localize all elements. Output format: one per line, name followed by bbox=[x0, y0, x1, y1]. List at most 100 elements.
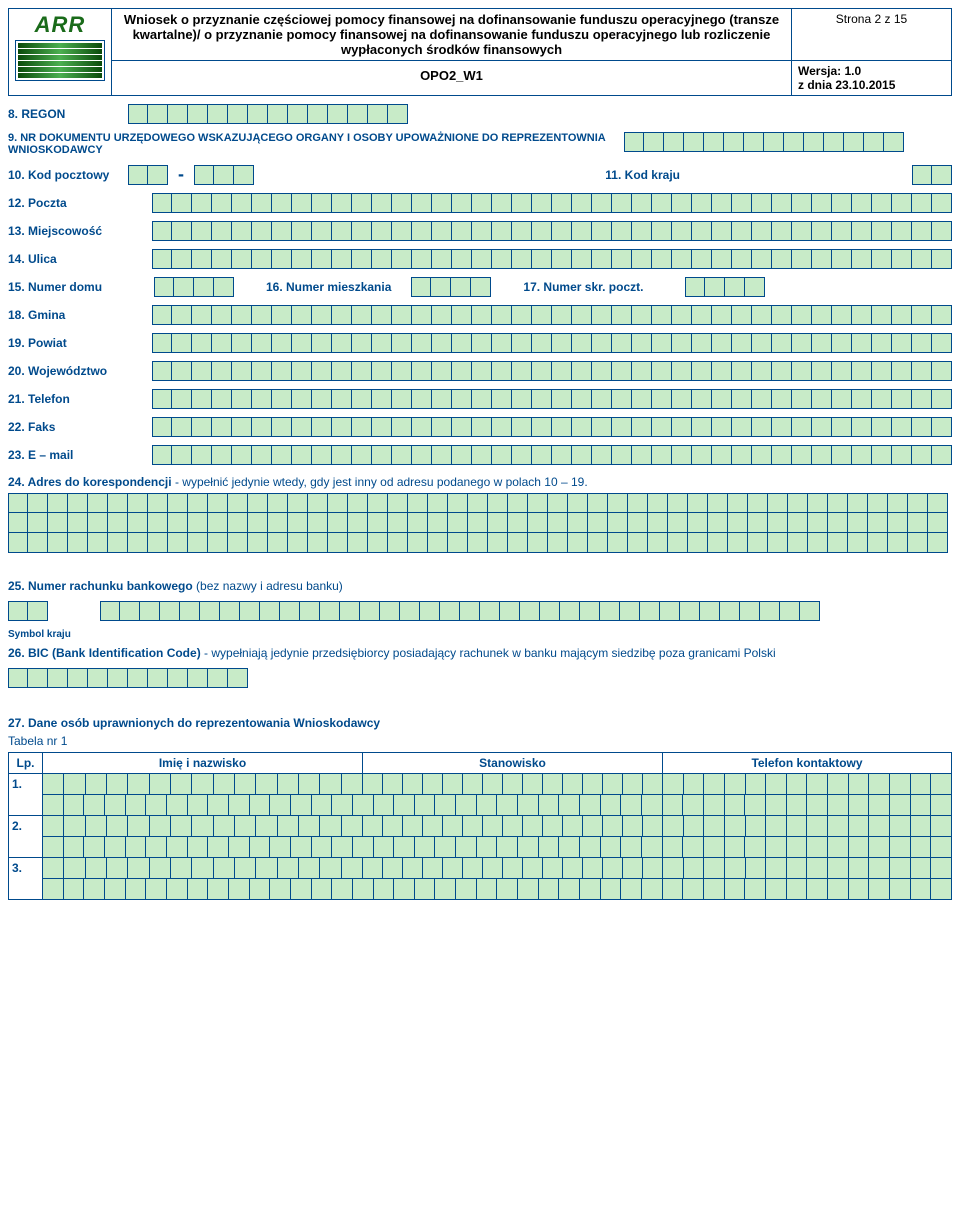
input-email[interactable] bbox=[152, 445, 952, 465]
input-country-code[interactable] bbox=[912, 165, 952, 185]
cell-phone[interactable] bbox=[663, 816, 952, 837]
label-doc-nr: 9. NR DOKUMENTU URZĘDOWEGO WSKAZUJĄCEGO … bbox=[8, 132, 618, 156]
field-10-11: 10. Kod pocztowy - 11. Kod kraju bbox=[8, 164, 952, 185]
cell-phone[interactable] bbox=[663, 858, 952, 879]
field-26-label: 26. BIC (Bank Identification Code) - wyp… bbox=[8, 646, 952, 660]
cell-position[interactable] bbox=[363, 774, 663, 795]
input-bic[interactable] bbox=[8, 668, 248, 688]
label-ulica: 14. Ulica bbox=[8, 252, 146, 266]
col-position: Stanowisko bbox=[363, 753, 663, 774]
cell-phone[interactable] bbox=[663, 774, 952, 795]
input-adres-koresp[interactable] bbox=[8, 493, 952, 553]
label-24-bold: 24. Adres do korespondencji bbox=[8, 475, 172, 489]
input-postal-a[interactable] bbox=[128, 165, 168, 185]
label-24-rest: - wypełnić jedynie wtedy, gdy jest inny … bbox=[172, 475, 588, 489]
input-poczta[interactable] bbox=[152, 193, 952, 213]
field-25-label: 25. Numer rachunku bankowego (bez nazwy … bbox=[8, 579, 952, 593]
version-line1: Wersja: 1.0 bbox=[798, 64, 945, 78]
label-regon: 8. REGON bbox=[8, 107, 122, 121]
label-miejscowosc: 13. Miejscowość bbox=[8, 224, 146, 238]
label-symbol-kraju: Symbol kraju bbox=[8, 629, 952, 640]
table-27: Lp. Imię i nazwisko Stanowisko Telefon k… bbox=[8, 752, 952, 900]
label-wojewodztwo: 20. Województwo bbox=[8, 364, 146, 378]
table-row-span bbox=[9, 795, 952, 816]
label-26-bold: 26. BIC (Bank Identification Code) bbox=[8, 646, 201, 660]
field-22: 22. Faks bbox=[8, 417, 952, 437]
label-poczta: 12. Poczta bbox=[8, 196, 146, 210]
label-kod-pocztowy: 10. Kod pocztowy bbox=[8, 168, 122, 182]
cell-position[interactable] bbox=[363, 816, 663, 837]
cell-name[interactable] bbox=[43, 816, 363, 837]
form-title: Wniosek o przyznanie częściowej pomocy f… bbox=[112, 9, 792, 61]
cell-lp: 1. bbox=[9, 774, 43, 816]
table-row: 3. bbox=[9, 858, 952, 879]
field-14: 14. Ulica bbox=[8, 249, 952, 269]
form-code-cell: OPO2_W1 bbox=[112, 61, 792, 96]
field-8-regon: 8. REGON bbox=[8, 104, 952, 124]
input-doc-nr[interactable] bbox=[624, 132, 904, 152]
field-13: 13. Miejscowość bbox=[8, 221, 952, 241]
col-phone: Telefon kontaktowy bbox=[663, 753, 952, 774]
field-9-doc: 9. NR DOKUMENTU URZĘDOWEGO WSKAZUJĄCEGO … bbox=[8, 132, 952, 156]
title-text: Wniosek o przyznanie częściowej pomocy f… bbox=[118, 12, 785, 57]
cell-position[interactable] bbox=[363, 858, 663, 879]
label-telefon: 21. Telefon bbox=[8, 392, 146, 406]
input-ulica[interactable] bbox=[152, 249, 952, 269]
input-miejscowosc[interactable] bbox=[152, 221, 952, 241]
version-line2: z dnia 23.10.2015 bbox=[798, 78, 945, 92]
input-symbol-kraju[interactable] bbox=[8, 601, 48, 621]
col-name: Imię i nazwisko bbox=[43, 753, 363, 774]
label-gmina: 18. Gmina bbox=[8, 308, 146, 322]
cell-lp: 3. bbox=[9, 858, 43, 900]
page-number: Strona 2 z 15 bbox=[792, 9, 952, 61]
input-gmina[interactable] bbox=[152, 305, 952, 325]
field-12: 12. Poczta bbox=[8, 193, 952, 213]
logo-cell: ARR bbox=[9, 9, 112, 96]
field-19: 19. Powiat bbox=[8, 333, 952, 353]
cell-full[interactable] bbox=[43, 879, 952, 900]
cell-full[interactable] bbox=[43, 795, 952, 816]
arr-logo: ARR bbox=[15, 12, 105, 81]
label-faks: 22. Faks bbox=[8, 420, 146, 434]
table-row: 2. bbox=[9, 816, 952, 837]
label-26-rest: - wypełniają jedynie przedsiębiorcy posi… bbox=[201, 646, 776, 660]
input-regon[interactable] bbox=[128, 104, 408, 124]
field-15-16-17: 15. Numer domu 16. Numer mieszkania 17. … bbox=[8, 277, 952, 297]
input-iban[interactable] bbox=[100, 601, 820, 621]
input-nr-skr[interactable] bbox=[685, 277, 765, 297]
table-row: 1. bbox=[9, 774, 952, 795]
input-wojewodztwo[interactable] bbox=[152, 361, 952, 381]
col-lp: Lp. bbox=[9, 753, 43, 774]
label-kod-kraju: 11. Kod kraju bbox=[605, 168, 680, 182]
input-telefon[interactable] bbox=[152, 389, 952, 409]
cell-name[interactable] bbox=[43, 858, 363, 879]
input-powiat[interactable] bbox=[152, 333, 952, 353]
label-nr-mieszkania: 16. Numer mieszkania bbox=[266, 280, 391, 294]
field-26-input bbox=[8, 668, 952, 688]
label-27: 27. Dane osób uprawnionych do reprezento… bbox=[8, 716, 952, 730]
form-header: ARR Wniosek o przyznanie częściowej pomo… bbox=[8, 8, 952, 96]
label-nr-skr: 17. Numer skr. poczt. bbox=[523, 280, 643, 294]
version-cell: Wersja: 1.0 z dnia 23.10.2015 bbox=[792, 61, 952, 96]
input-nr-mieszkania[interactable] bbox=[411, 277, 491, 297]
table-27-body: 1.2.3. bbox=[9, 774, 952, 900]
cell-lp: 2. bbox=[9, 816, 43, 858]
input-postal-b[interactable] bbox=[194, 165, 254, 185]
form-code: OPO2_W1 bbox=[118, 68, 785, 83]
postal-dash: - bbox=[174, 164, 188, 185]
input-faks[interactable] bbox=[152, 417, 952, 437]
field-24-label: 24. Adres do korespondencji - wypełnić j… bbox=[8, 475, 952, 489]
table-row-span bbox=[9, 879, 952, 900]
table-row-span bbox=[9, 837, 952, 858]
field-21: 21. Telefon bbox=[8, 389, 952, 409]
cell-full[interactable] bbox=[43, 837, 952, 858]
label-email: 23. E – mail bbox=[8, 448, 146, 462]
field-20: 20. Województwo bbox=[8, 361, 952, 381]
table-27-header-row: Lp. Imię i nazwisko Stanowisko Telefon k… bbox=[9, 753, 952, 774]
label-powiat: 19. Powiat bbox=[8, 336, 146, 350]
logo-text: ARR bbox=[15, 12, 105, 38]
label-tabela1: Tabela nr 1 bbox=[8, 734, 952, 748]
input-nr-domu[interactable] bbox=[154, 277, 234, 297]
logo-stripes-icon bbox=[15, 40, 105, 81]
cell-name[interactable] bbox=[43, 774, 363, 795]
